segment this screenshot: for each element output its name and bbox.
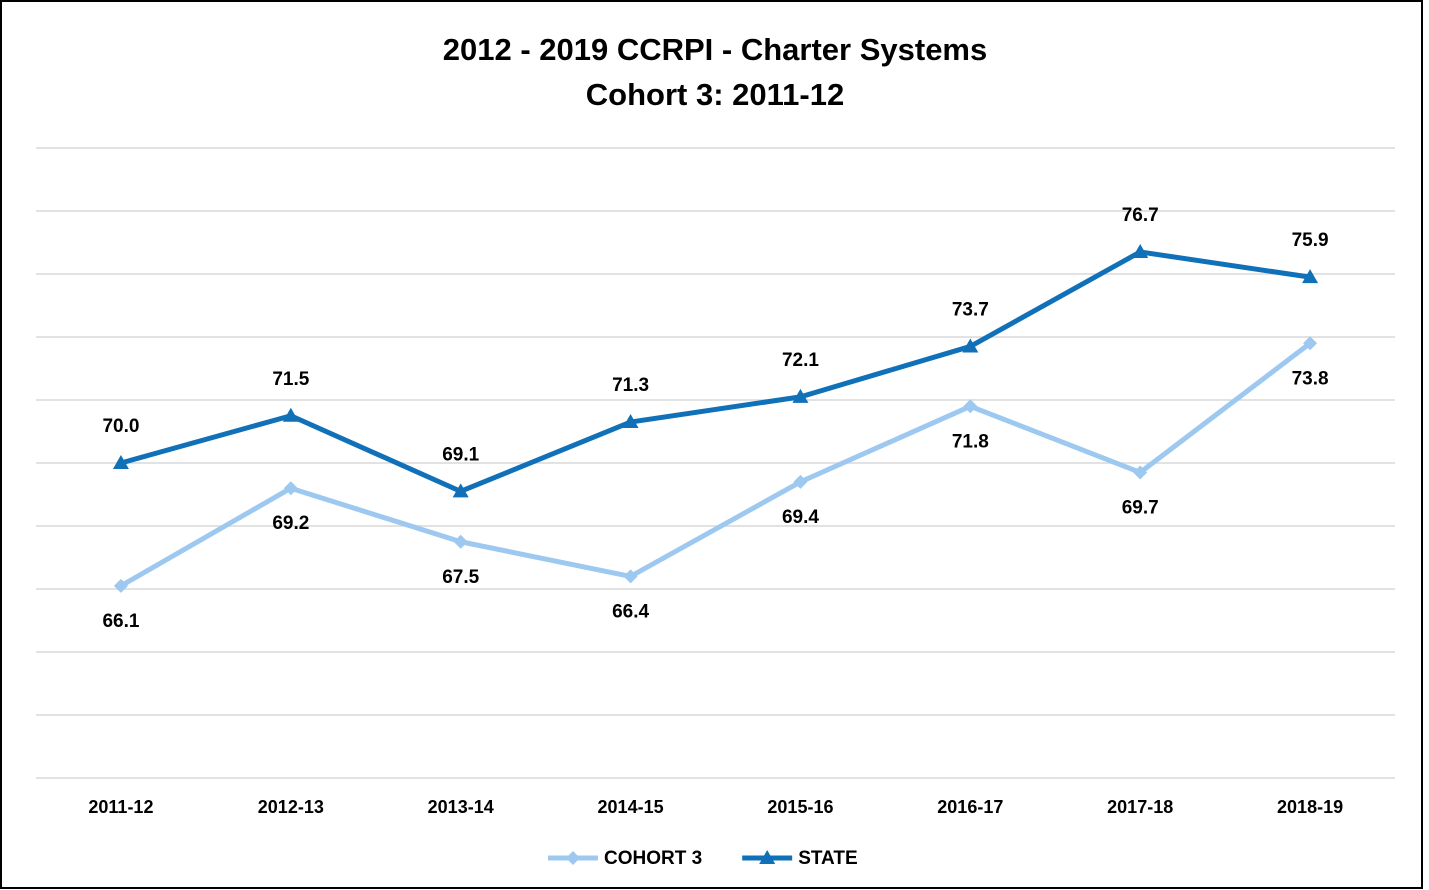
legend-marker <box>759 850 776 864</box>
data-point <box>452 483 469 498</box>
data-point <box>112 455 129 469</box>
data-point <box>792 388 809 403</box>
x-tick-label: 2013-14 <box>428 797 494 817</box>
chart-subtitle: Cohort 3: 2011-12 <box>586 77 844 112</box>
data-point <box>1303 336 1318 351</box>
data-label: 67.5 <box>442 567 479 588</box>
data-label: 69.7 <box>1122 497 1159 518</box>
x-tick-label: 2011-12 <box>88 797 153 817</box>
data-label: 69.2 <box>272 513 309 534</box>
data-label: 75.9 <box>1292 230 1329 251</box>
data-label: 73.7 <box>952 299 989 320</box>
x-tick-label: 2017-18 <box>1107 797 1173 817</box>
data-point <box>453 534 468 549</box>
x-tick-label: 2015-16 <box>767 797 833 817</box>
data-label: 71.5 <box>272 369 309 390</box>
data-label: 66.4 <box>612 601 649 622</box>
data-label: 69.1 <box>442 444 479 465</box>
data-label: 71.8 <box>952 431 989 452</box>
data-point <box>1133 465 1148 480</box>
series-line <box>119 341 1312 589</box>
legend-label: COHORT 3 <box>604 848 702 869</box>
x-tick-label: 2014-15 <box>598 797 664 817</box>
data-label: 71.3 <box>612 375 649 396</box>
data-point <box>622 414 639 429</box>
data-point <box>793 474 808 489</box>
x-tick-label: 2018-19 <box>1277 797 1343 817</box>
x-tick-label: 2016-17 <box>937 797 1003 817</box>
data-point <box>963 399 978 414</box>
data-point <box>282 407 299 422</box>
data-label: 72.1 <box>782 350 819 371</box>
data-point <box>1132 243 1149 258</box>
legend-marker <box>566 851 580 865</box>
data-point <box>1302 269 1319 284</box>
x-tick-label: 2012-13 <box>258 797 324 817</box>
chart-title: 2012 - 2019 CCRPI - Charter Systems <box>443 32 987 67</box>
data-point <box>962 338 979 353</box>
data-point <box>283 481 298 496</box>
data-point <box>623 569 638 584</box>
data-label: 73.8 <box>1292 368 1329 389</box>
data-label: 66.1 <box>102 611 139 632</box>
legend-label: STATE <box>798 848 857 869</box>
data-label: 76.7 <box>1122 205 1159 226</box>
data-point <box>113 578 128 593</box>
data-label: 70.0 <box>102 416 139 437</box>
data-label: 69.4 <box>782 507 819 528</box>
series-line <box>120 249 1311 494</box>
